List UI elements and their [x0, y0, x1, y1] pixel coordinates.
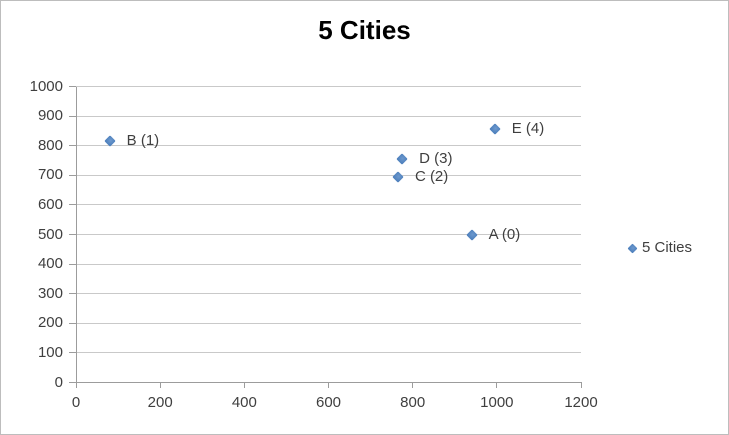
gridline [76, 352, 581, 354]
x-axis-line [76, 382, 582, 383]
x-tick-label: 400 [231, 394, 257, 411]
y-tick-label: 800 [37, 136, 63, 154]
data-point-label: E (4) [511, 120, 545, 138]
gridline [76, 204, 581, 206]
data-point-marker [465, 228, 478, 241]
y-tick-label: 900 [37, 107, 63, 125]
x-axis-tick [159, 382, 161, 388]
y-axis-tick [69, 322, 76, 324]
y-axis-tick [69, 352, 76, 354]
data-point-marker [489, 123, 501, 136]
x-axis-tick [328, 382, 329, 388]
gridline [76, 234, 581, 235]
y-axis-tick [69, 382, 76, 383]
data-point-marker [396, 153, 408, 165]
y-axis-line [76, 86, 77, 383]
diamond-icon [627, 243, 638, 253]
y-axis-tick [69, 174, 76, 176]
data-point-label: B (1) [126, 132, 160, 150]
y-axis-tick [69, 263, 76, 265]
x-axis-tick [75, 382, 77, 388]
gridline [76, 115, 581, 117]
y-tick-label: 600 [37, 195, 63, 213]
chart-title: 5 Cities [318, 15, 411, 45]
y-tick-label: 300 [37, 284, 63, 302]
gridline [76, 174, 581, 176]
gridline [76, 145, 581, 147]
x-axis-tick [496, 382, 498, 388]
y-axis-tick [69, 234, 76, 235]
y-tick-label: 700 [37, 166, 63, 184]
y-axis-tick [69, 293, 76, 295]
y-tick-label: 200 [37, 314, 63, 332]
y-tick-label: 0 [54, 373, 63, 391]
y-tick-label: 500 [37, 225, 63, 243]
data-point-label: A (0) [488, 225, 521, 243]
y-axis-tick [69, 145, 76, 147]
x-tick-label: 0 [71, 394, 81, 411]
gridline [76, 322, 581, 324]
gridline [76, 293, 581, 295]
x-axis-tick [580, 382, 582, 388]
y-tick-label: 400 [37, 255, 63, 273]
y-tick-label: 1000 [29, 77, 63, 95]
gridline [76, 86, 581, 87]
legend: 5 Cities [627, 239, 693, 257]
x-tick-label: 800 [400, 394, 426, 411]
x-axis-tick [243, 382, 245, 388]
x-axis-tick [412, 382, 414, 388]
y-axis-tick [69, 204, 76, 206]
data-point-label: D (3) [419, 150, 453, 168]
y-tick-label: 100 [37, 343, 63, 361]
y-axis-tick [69, 115, 76, 117]
x-tick-label: 1000 [480, 394, 514, 411]
legend-label: 5 Cities [642, 239, 693, 256]
data-point-marker [392, 171, 404, 183]
x-tick-label: 1200 [564, 394, 598, 411]
x-tick-label: 600 [315, 394, 342, 411]
y-axis-tick [69, 86, 76, 87]
x-tick-label: 200 [147, 394, 173, 411]
gridline [76, 263, 581, 265]
data-point-label: C (2) [414, 167, 449, 185]
